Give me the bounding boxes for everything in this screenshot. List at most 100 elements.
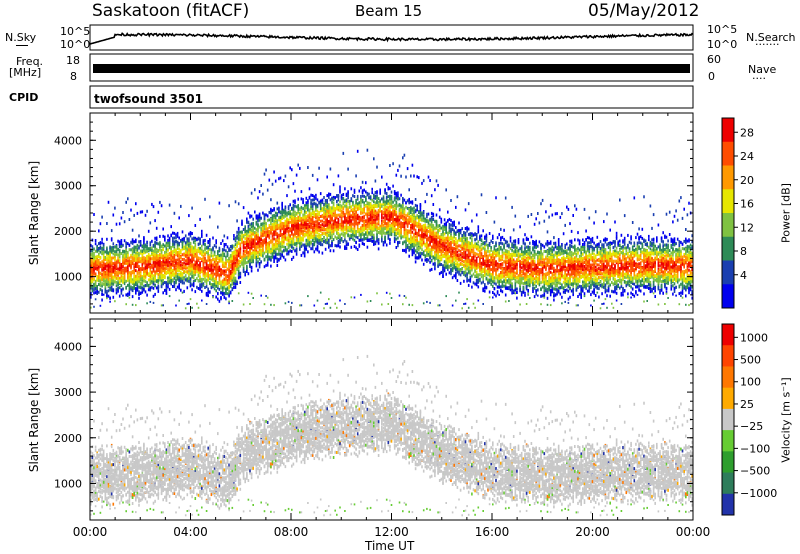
power-cell (149, 271, 152, 275)
power-cell (273, 249, 275, 253)
power-cell (141, 266, 144, 270)
power-cell (300, 225, 303, 229)
power-cell (144, 245, 147, 249)
power-cell (229, 269, 232, 273)
power-cell (358, 228, 361, 231)
power-cell (155, 241, 158, 245)
power-cell (278, 258, 280, 262)
power-cell (143, 256, 145, 260)
power-cell (194, 249, 197, 253)
power-cell (297, 207, 299, 211)
power-cell (297, 229, 299, 233)
power-cell (159, 271, 161, 275)
power-cell (229, 272, 232, 276)
power-cell (165, 244, 168, 248)
power-cell (226, 259, 229, 263)
power-cell (289, 243, 291, 246)
power-cell (313, 210, 316, 214)
power-cell (319, 243, 322, 247)
power-cell (358, 233, 361, 237)
power-cell (302, 200, 304, 204)
power-cell (303, 206, 306, 210)
power-cell (120, 288, 123, 292)
power-cell (202, 254, 205, 258)
power-cell (220, 271, 222, 275)
power-cell (220, 242, 222, 245)
power-cell (136, 275, 139, 279)
power-cell (196, 253, 198, 257)
power-cell (315, 208, 317, 212)
power-cell (215, 241, 217, 245)
power-cell (260, 241, 262, 245)
power-cell (231, 277, 234, 281)
power-cell (196, 270, 198, 274)
power-cell (250, 214, 253, 218)
power-cell (188, 259, 190, 263)
power-cell (241, 221, 243, 225)
power-cell (249, 246, 251, 250)
power-cell (147, 262, 150, 266)
power-cell (204, 242, 206, 246)
power-cell (255, 220, 258, 224)
power-cell (295, 221, 298, 225)
power-cell (299, 245, 301, 249)
power-cell (329, 218, 332, 222)
power-cell (239, 244, 242, 248)
power-cell (236, 234, 238, 238)
power-cell (336, 216, 338, 220)
power-cell (186, 246, 189, 250)
power-cell (250, 265, 253, 269)
power-cell (249, 249, 251, 253)
power-cell (279, 215, 282, 219)
power-cell (186, 303, 189, 305)
power-cell (107, 268, 110, 272)
power-cell (98, 277, 100, 281)
power-cell (144, 290, 147, 294)
power-cell (117, 289, 119, 293)
power-cell (102, 258, 105, 262)
power-cell (225, 282, 227, 286)
power-cell (279, 244, 282, 248)
power-cell (228, 247, 230, 251)
power-cell (194, 242, 197, 246)
power-cell (236, 282, 238, 286)
power-cell (263, 172, 266, 176)
power-cell (295, 235, 298, 239)
power-cell (324, 219, 327, 223)
power-cell (123, 273, 126, 277)
power-cell (91, 279, 94, 283)
power-cell (93, 305, 95, 308)
power-cell (323, 239, 325, 243)
power-cell (324, 213, 327, 216)
power-cell (268, 224, 271, 227)
power-cell (274, 232, 277, 236)
power-cell (133, 271, 135, 275)
power-cell (131, 252, 134, 256)
power-cell (236, 230, 238, 234)
power-cell (102, 264, 105, 268)
power-cell (168, 281, 171, 285)
power-cell (254, 248, 256, 252)
power-cell (319, 241, 322, 244)
power-cell (266, 247, 269, 251)
power-cell (223, 282, 226, 286)
power-cell (223, 295, 226, 299)
power-cell (294, 219, 296, 223)
power-cell (360, 293, 362, 296)
power-cell (352, 215, 354, 219)
power-cell (225, 243, 227, 246)
power-cell (321, 201, 324, 205)
power-cell (287, 229, 290, 233)
power-cell (207, 246, 209, 250)
power-cell (114, 245, 116, 249)
power-cell (172, 244, 174, 248)
power-cell (308, 236, 311, 240)
power-cell (263, 251, 266, 255)
power-cell (260, 248, 262, 252)
power-cell (271, 214, 274, 218)
power-cell (110, 246, 113, 250)
power-cell (154, 272, 156, 276)
power-cell (175, 271, 177, 275)
power-cell (313, 237, 316, 241)
power-cell (250, 269, 253, 273)
